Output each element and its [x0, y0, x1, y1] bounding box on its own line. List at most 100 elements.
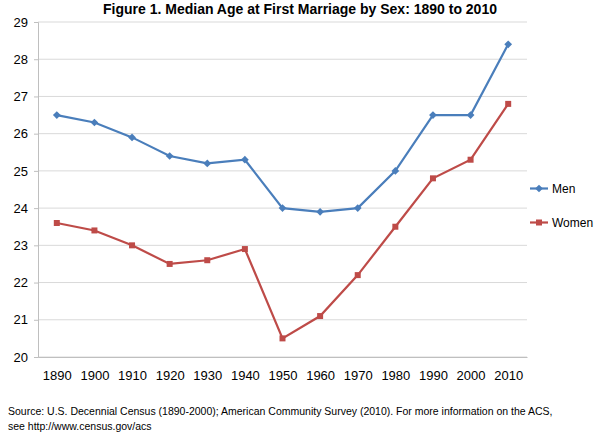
- x-tick-label: 1980: [381, 368, 410, 383]
- y-tick: 24: [14, 201, 38, 216]
- grid-line: [38, 282, 527, 283]
- series-marker: [429, 111, 437, 119]
- series-marker: [54, 220, 60, 226]
- y-tick-mark: [34, 320, 38, 321]
- series-marker: [316, 208, 324, 216]
- y-tick-mark: [34, 171, 38, 172]
- series-marker: [430, 175, 436, 181]
- series-marker: [354, 204, 362, 212]
- y-tick: 23: [14, 238, 38, 253]
- series-marker: [279, 204, 287, 212]
- y-tick-mark: [34, 208, 38, 209]
- x-tick: 1890: [43, 357, 72, 383]
- x-tick: 1920: [156, 357, 185, 383]
- series-marker: [241, 156, 249, 164]
- series-marker: [204, 257, 210, 263]
- x-tick: 1930: [193, 357, 222, 383]
- y-tick-label: 23: [14, 238, 28, 253]
- x-tick-label: 1900: [80, 368, 109, 383]
- grid-line: [38, 319, 527, 320]
- x-tick: 1970: [344, 357, 373, 383]
- legend-label: Women: [552, 216, 593, 230]
- y-tick-label: 29: [14, 15, 28, 30]
- y-tick-mark: [34, 134, 38, 135]
- y-tick: 20: [14, 350, 38, 365]
- y-tick-label: 22: [14, 275, 28, 290]
- series-marker: [468, 157, 474, 163]
- series-marker: [53, 111, 61, 119]
- x-tick: 1950: [269, 357, 298, 383]
- y-tick: 26: [14, 126, 38, 141]
- legend-item: Men: [530, 182, 575, 196]
- y-tick-mark: [34, 357, 38, 358]
- legend-item: Women: [530, 216, 593, 230]
- grid: [38, 22, 527, 357]
- grid-line: [38, 245, 527, 246]
- series-marker: [167, 261, 173, 267]
- series-marker: [391, 167, 399, 175]
- source-note: Source: U.S. Decennial Census (1890-2000…: [8, 405, 553, 417]
- y-tick: 21: [14, 312, 38, 327]
- y-tick-mark: [34, 96, 38, 97]
- y-tick-label: 26: [14, 126, 28, 141]
- series-marker: [392, 224, 398, 230]
- y-axis-line: [34, 23, 39, 358]
- y-tick-mark: [34, 59, 38, 60]
- y-tick: 29: [14, 15, 38, 30]
- y-tick: 22: [14, 275, 38, 290]
- x-tick: 2010: [494, 357, 523, 383]
- grid-line: [38, 22, 527, 23]
- series-marker: [203, 160, 211, 168]
- series-marker: [242, 246, 248, 252]
- x-tick-label: 1920: [156, 368, 185, 383]
- x-tick-label: 1990: [419, 368, 448, 383]
- y-tick-label: 21: [14, 312, 28, 327]
- series-marker: [505, 101, 511, 107]
- grid-line: [38, 357, 527, 358]
- y-tick-label: 25: [14, 164, 28, 179]
- series-marker: [504, 40, 512, 48]
- x-tick: 1980: [381, 357, 410, 383]
- x-tick-label: 1940: [231, 368, 260, 383]
- x-tick-label: 1930: [193, 368, 222, 383]
- x-tick: 1900: [80, 357, 109, 383]
- y-tick-mark: [34, 283, 38, 284]
- title: Figure 1. Median Age at First Marriage b…: [103, 1, 497, 17]
- series-marker: [128, 134, 136, 142]
- series-marker: [317, 313, 323, 319]
- y-tick-mark: [34, 22, 38, 23]
- y-tick: 27: [14, 89, 38, 104]
- y-tick-label: 24: [14, 201, 28, 216]
- y-axis: 20 21 22 23 24 25 26 27 28 29: [14, 15, 39, 365]
- legend-label: Men: [552, 182, 575, 196]
- grid-line: [38, 59, 527, 60]
- legend: Men Women: [530, 182, 593, 230]
- series-marker: [129, 242, 135, 248]
- plot-area: [53, 40, 512, 341]
- grid-line: [38, 96, 527, 97]
- y-tick-label: 28: [14, 52, 28, 67]
- x-tick: 1960: [306, 357, 335, 383]
- x-axis-line: [39, 357, 528, 358]
- legend-marker: [536, 220, 542, 226]
- y-tick: 25: [14, 164, 38, 179]
- series-marker: [467, 111, 475, 119]
- x-tick-label: 1960: [306, 368, 335, 383]
- x-tick-label: 1950: [269, 368, 298, 383]
- series-marker: [91, 119, 99, 127]
- grid-line: [38, 170, 527, 171]
- y-tick-label: 27: [14, 89, 28, 104]
- x-tick-label: 2000: [457, 368, 486, 383]
- series-marker: [280, 335, 286, 341]
- x-tick: 2000: [457, 357, 486, 383]
- chart: Figure 1. Median Age at First Marriage b…: [0, 0, 600, 436]
- grid-line: [38, 133, 527, 134]
- series-marker: [355, 272, 361, 278]
- y-tick-mark: [34, 245, 38, 246]
- x-tick-label: 1970: [344, 368, 373, 383]
- y-tick-label: 20: [14, 350, 28, 365]
- legend-marker: [535, 185, 543, 193]
- x-tick: 1940: [231, 357, 260, 383]
- x-tick-label: 2010: [494, 368, 523, 383]
- x-axis: 1890190019101920193019401950196019701980…: [39, 357, 528, 383]
